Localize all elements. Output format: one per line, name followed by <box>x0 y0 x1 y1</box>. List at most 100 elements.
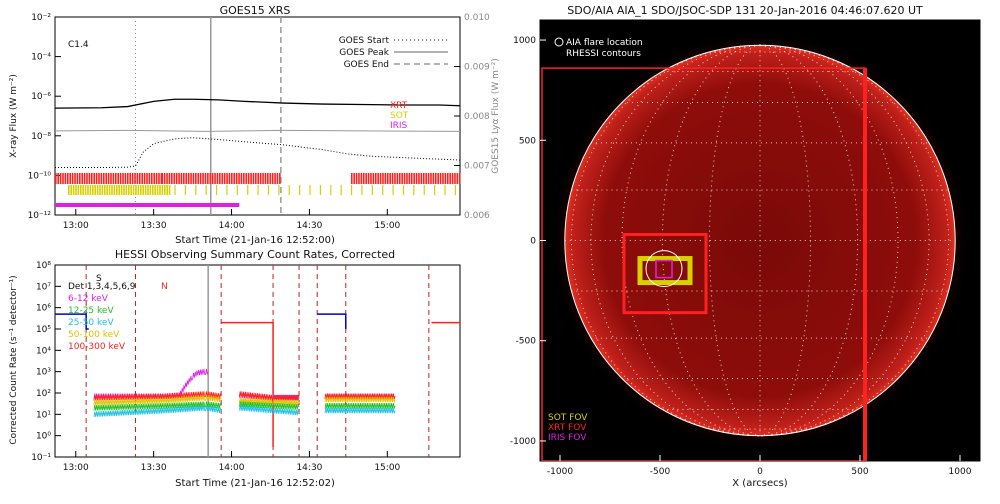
coverage-sot-sparse <box>402 185 405 195</box>
coverage-xrt-tick <box>430 173 432 184</box>
coverage-xrt-tick <box>370 173 372 184</box>
coverage-xrt-tick <box>396 173 399 184</box>
coverage-xrt-tick <box>173 173 176 184</box>
coverage-xrt-tick <box>192 173 195 184</box>
goes-y2-tick-label: 0.006 <box>464 211 490 221</box>
coverage-sot-tick <box>94 185 96 195</box>
coverage-xrt-tick <box>255 173 257 184</box>
coverage-sot-tick <box>137 185 140 195</box>
coverage-xrt-tick <box>353 173 355 184</box>
coverage-xrt-tick <box>439 173 442 184</box>
legend-iris-fov: IRIS FOV <box>548 433 587 443</box>
coverage-sot-sparse <box>267 185 270 195</box>
aia-x-tick-label: 500 <box>851 467 868 477</box>
hessi-y-tick-label: 10⁻¹ <box>31 453 51 463</box>
hessi-x-tick-label: 13:30 <box>141 463 167 473</box>
coverage-sot-sparse <box>247 185 249 195</box>
coverage-sot-tick <box>72 185 75 195</box>
hessi-band-series <box>93 401 222 411</box>
coverage-sot-tick <box>108 185 111 195</box>
coverage-sot-tick <box>147 185 149 195</box>
coverage-sot-tick <box>106 185 108 195</box>
coverage-sot-tick <box>139 185 142 195</box>
hessi-y-tick-label: 10³ <box>36 368 51 378</box>
hessi-flag-lines <box>85 265 430 457</box>
hessi-series <box>55 313 460 447</box>
coverage-xrt-tick <box>107 173 110 184</box>
label-iris: IRIS <box>390 121 408 131</box>
coverage-xrt-tick <box>250 173 252 184</box>
coverage-xrt-tick <box>425 173 427 184</box>
coverage-xrt-tick <box>372 173 375 184</box>
label-xrt: XRT <box>390 101 408 111</box>
coverage-xrt-tick <box>434 173 437 184</box>
hessi-band-series <box>324 393 396 400</box>
coverage-xrt-tick <box>446 173 449 184</box>
coverage-sot-tick <box>87 185 89 195</box>
coverage-xrt-tick <box>276 173 279 184</box>
coverage-sot-sparse <box>340 185 342 195</box>
coverage-sot-tick <box>84 185 87 195</box>
coverage-xrt-tick <box>358 173 360 184</box>
hessi-plot-frame <box>54 264 461 458</box>
coverage-sot-tick <box>99 185 101 195</box>
hessi-y-tick-label: 10⁶ <box>36 304 51 314</box>
coverage-xrt-tick <box>415 173 418 184</box>
aia-x-tick-label: -1000 <box>547 467 573 477</box>
goes-series-short <box>55 137 461 169</box>
hessi-band-series <box>324 396 396 403</box>
hessi-band-series <box>238 391 300 401</box>
aia-title: SDO/AIA AIA_1 SDO/JSOC-SDP 131 20-Jan-20… <box>567 4 923 17</box>
goes-y-label: X-ray Flux (W m⁻²) <box>9 74 19 158</box>
coverage-xrt-tick <box>403 173 406 184</box>
coverage-xrt-tick <box>81 173 83 184</box>
goes-instrument-labels: XRT SOT IRIS <box>390 101 409 131</box>
sot-fov <box>637 256 693 286</box>
hessi-band-series <box>93 394 222 406</box>
coverage-xrt-tick <box>451 173 454 184</box>
coverage-sot-tick <box>123 185 125 195</box>
coverage-xrt-tick <box>444 173 447 184</box>
legend-goes-end: GOES End <box>344 60 389 70</box>
hessi-band-series <box>238 405 300 416</box>
goes-y-tick-label: 10⁻⁸ <box>31 132 51 142</box>
hessi-band-series <box>238 397 300 406</box>
goes-y-tick-label: 10⁻¹⁰ <box>28 171 52 181</box>
coverage-sot-sparse <box>444 185 446 195</box>
hessi-x-ticks: 13:00 13:30 14:00 14:30 15:00 <box>63 451 401 473</box>
hessi-band-series <box>324 407 396 414</box>
coverage-xrt-tick <box>384 173 387 184</box>
goes-class-annotation: C1.4 <box>68 40 89 50</box>
hessi-y-tick-label: 10² <box>36 389 51 399</box>
coverage-xrt-tick <box>382 173 384 184</box>
coverage-xrt-tick <box>86 173 88 184</box>
hessi-legend: 6-12 keV 12-25 keV 25-50 keV 50-100 keV … <box>68 294 126 352</box>
coverage-xrt-tick <box>374 173 377 184</box>
hessi-y-tick-label: 10¹ <box>36 410 51 420</box>
grid-longitude <box>709 44 761 437</box>
coverage-sot-tick <box>91 185 94 195</box>
coverage-xrt-tick <box>219 173 221 184</box>
goes-title: GOES15 XRS <box>220 4 291 17</box>
hessi-x-tick-label: 14:30 <box>296 463 322 473</box>
hessi-y-tick-label: 10⁴ <box>36 346 51 356</box>
hessi-title: HESSI Observing Summary Count Rates, Cor… <box>115 248 395 261</box>
goes-panel: GOES15 XRS 10⁻¹² 10⁻¹⁰ 10⁻⁸ 10⁻⁶ 10⁻⁴ 10⁻² 0.… <box>9 4 501 246</box>
aia-legend-top: AIA flare location RHESSI contours <box>554 37 643 59</box>
coverage-xrt-tick <box>456 173 459 184</box>
coverage-xrt-tick <box>88 173 91 184</box>
hessi-y-tick-label: 10⁰ <box>36 432 51 442</box>
goes-x-ticks: 13:00 13:30 14:00 14:30 15:00 <box>63 209 401 231</box>
goes-x-label: Start Time (21-Jan-16 12:52:00) <box>175 235 335 246</box>
coverage-sot-sparse <box>226 185 228 195</box>
coverage-xrt-tick <box>271 173 274 184</box>
coverage-sot-tick <box>125 185 128 195</box>
goes-y-tick-label: 10⁻² <box>31 13 51 23</box>
coverage-xrt-tick <box>178 173 180 184</box>
coverage-xrt-tick <box>420 173 423 184</box>
goes-y-tick-label: 10⁻¹² <box>28 211 52 221</box>
coverage-xrt-tick <box>129 173 131 184</box>
coverage-xrt-tick <box>350 173 353 184</box>
legend-xrt-fov: XRT FOV <box>548 423 587 433</box>
goes-series-long <box>54 98 461 109</box>
